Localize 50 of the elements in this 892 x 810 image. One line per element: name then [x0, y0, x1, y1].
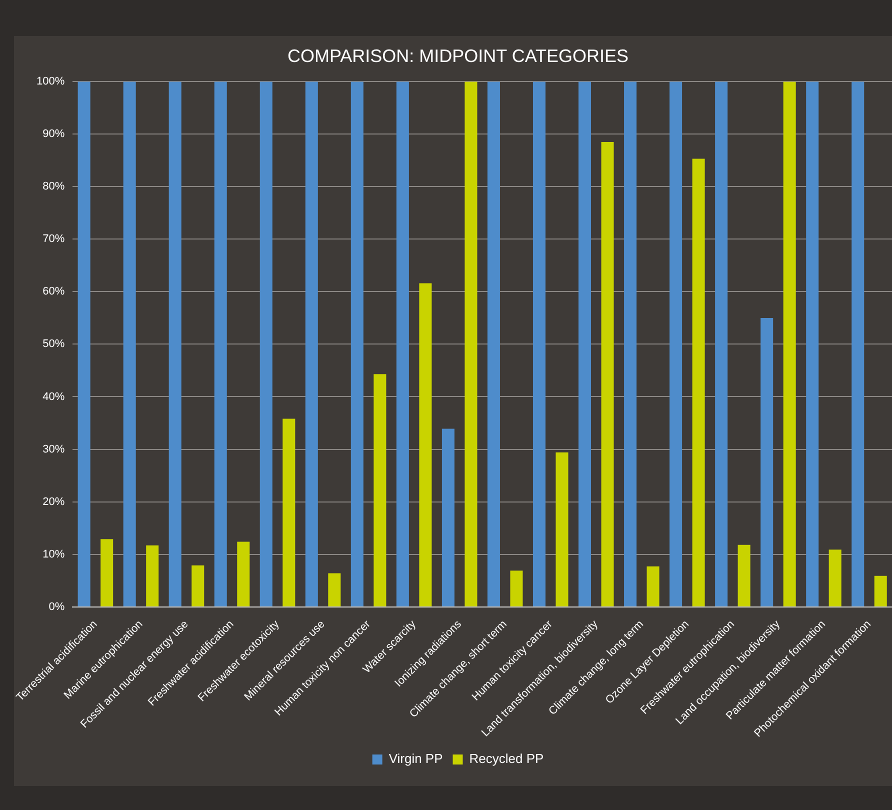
y-tick-label: 60%	[42, 286, 65, 298]
bar	[78, 82, 90, 606]
bar	[670, 82, 682, 606]
bar	[192, 565, 204, 606]
bar	[532, 82, 546, 606]
bar	[464, 82, 478, 606]
y-tick-label: 30%	[42, 443, 65, 456]
chart-title: COMPARISON: MIDPOINT CATEGORIES	[287, 46, 629, 66]
bar	[237, 542, 250, 606]
legend-label: Virgin PP	[388, 751, 443, 766]
y-tick-label: 80%	[42, 180, 65, 193]
bar	[328, 573, 341, 606]
bar	[738, 544, 750, 606]
bar	[214, 82, 227, 606]
bar	[852, 82, 864, 606]
bar	[350, 82, 364, 606]
bar	[100, 539, 114, 606]
bar	[601, 142, 614, 606]
y-tick-label: 100%	[36, 76, 65, 88]
bar	[646, 566, 660, 606]
y-tick-label: 10%	[42, 548, 65, 560]
bar	[828, 550, 842, 606]
bar	[282, 418, 296, 606]
bar	[374, 374, 386, 606]
bar	[715, 82, 728, 606]
y-tick-label: 50%	[42, 338, 65, 350]
bar	[578, 82, 592, 606]
bar	[146, 545, 159, 606]
y-tick-label: 0%	[48, 600, 65, 613]
bar	[692, 158, 705, 606]
bar	[510, 570, 523, 606]
bar	[305, 82, 318, 606]
bar	[556, 452, 568, 606]
y-tick-label: 70%	[42, 233, 65, 246]
bar	[783, 82, 796, 606]
bar	[442, 428, 454, 606]
bar	[260, 82, 272, 606]
bar	[760, 318, 774, 606]
bar	[168, 82, 182, 606]
bar	[624, 82, 637, 606]
bar	[874, 576, 887, 606]
y-tick-label: 40%	[42, 390, 65, 403]
legend-label: Recycled PP	[469, 751, 544, 766]
y-tick-label: 20%	[42, 496, 65, 508]
bar	[487, 82, 500, 606]
bar	[396, 82, 409, 606]
bar	[419, 283, 432, 606]
bar	[123, 82, 136, 606]
y-tick-label: 90%	[42, 128, 65, 140]
bar	[806, 82, 819, 606]
